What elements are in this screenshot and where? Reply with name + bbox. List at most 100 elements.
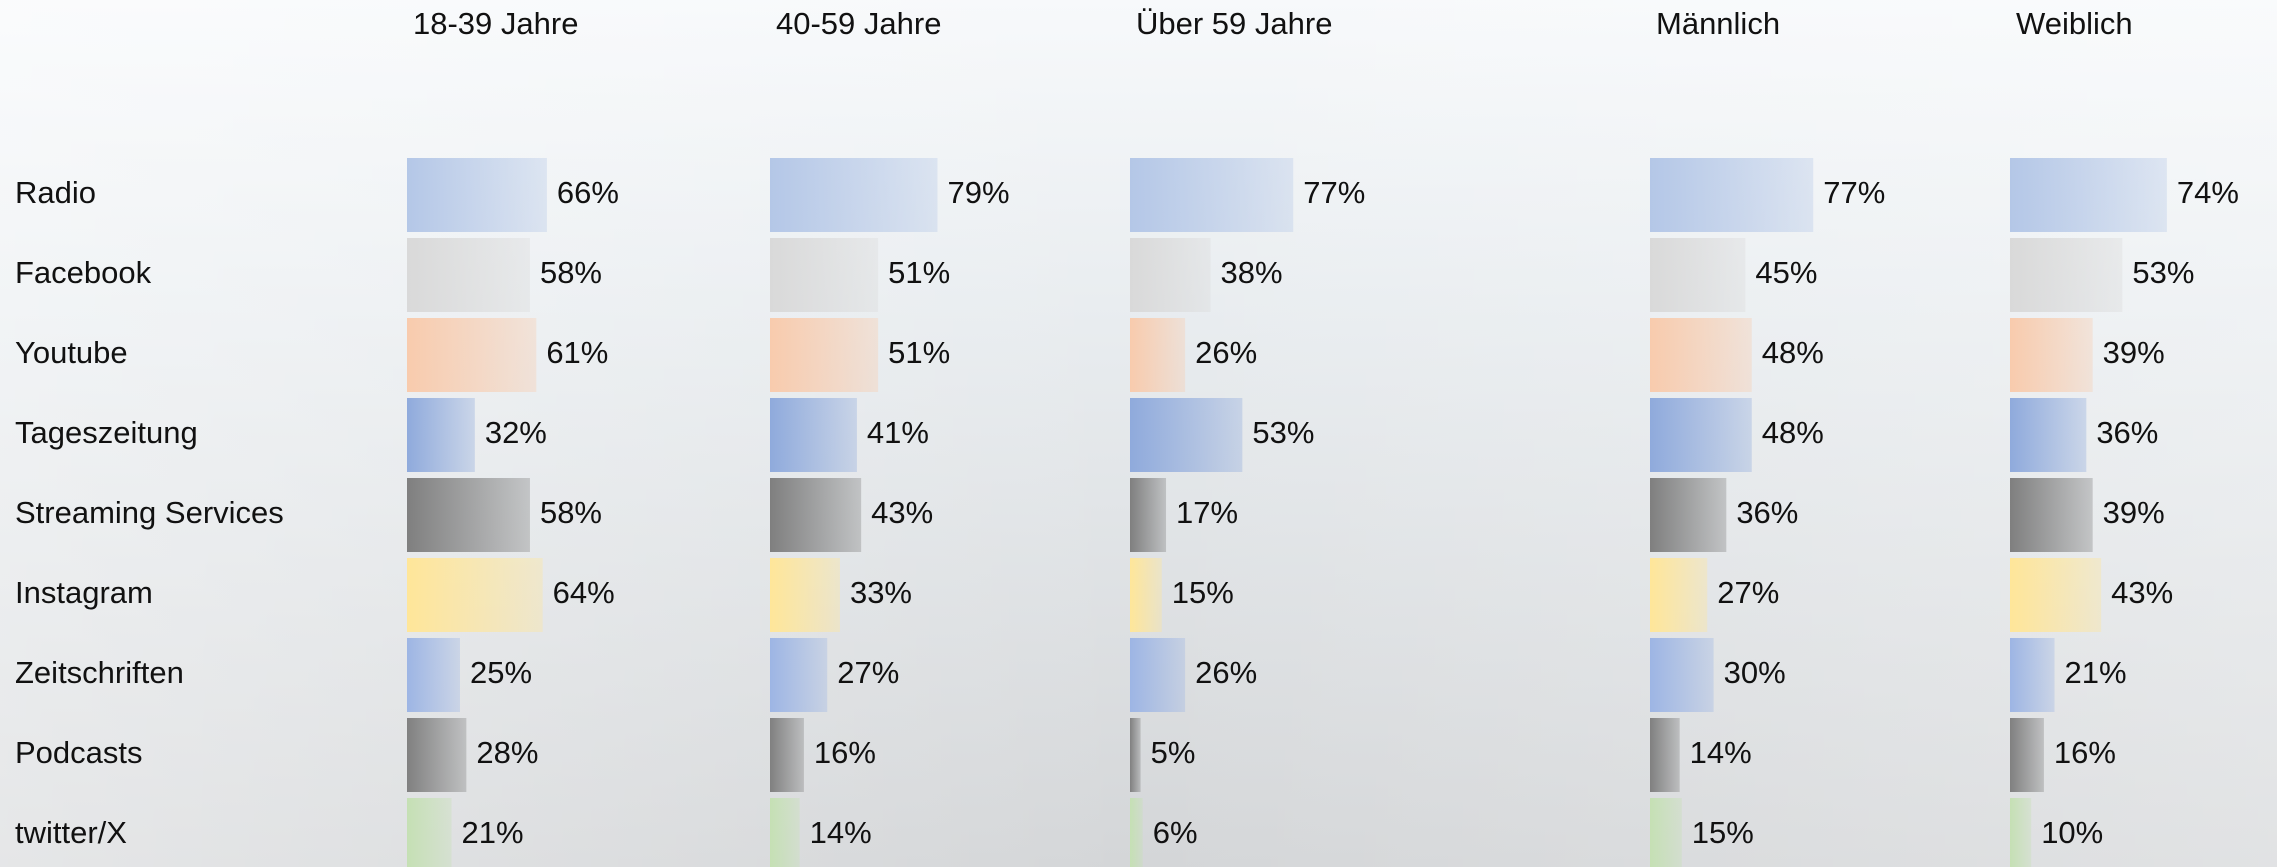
- bar: [407, 638, 460, 712]
- bar: [770, 798, 800, 867]
- value-label: 33%: [850, 575, 912, 610]
- column-title: Weiblich: [2016, 6, 2133, 41]
- value-label: 45%: [1755, 255, 1817, 290]
- column-title: Über 59 Jahre: [1136, 6, 1332, 41]
- value-label: 21%: [2065, 655, 2127, 690]
- category-label: Tageszeitung: [15, 415, 198, 450]
- value-label: 66%: [557, 175, 619, 210]
- bar: [770, 638, 827, 712]
- bar: [2010, 398, 2086, 472]
- value-label: 5%: [1151, 735, 1196, 770]
- value-label: 17%: [1176, 495, 1238, 530]
- value-label: 36%: [2096, 415, 2158, 450]
- value-label: 51%: [888, 335, 950, 370]
- bar: [1650, 398, 1752, 472]
- category-label: Instagram: [15, 575, 153, 610]
- category-label: Radio: [15, 175, 96, 210]
- value-label: 27%: [1717, 575, 1779, 610]
- category-label: Youtube: [15, 335, 128, 370]
- value-label: 74%: [2177, 175, 2239, 210]
- value-label: 30%: [1724, 655, 1786, 690]
- bar: [407, 478, 530, 552]
- value-label: 10%: [2041, 815, 2103, 850]
- bar: [407, 558, 543, 632]
- bar: [407, 398, 475, 472]
- value-label: 79%: [947, 175, 1009, 210]
- value-label: 15%: [1172, 575, 1234, 610]
- bar: [1130, 398, 1242, 472]
- bar: [407, 238, 530, 312]
- bar: [2010, 798, 2031, 867]
- value-label: 16%: [814, 735, 876, 770]
- bar: [2010, 158, 2167, 232]
- bar: [1650, 798, 1682, 867]
- category-label: Zeitschriften: [15, 655, 184, 690]
- value-label: 64%: [553, 575, 615, 610]
- bar: [1130, 158, 1293, 232]
- category-label: Podcasts: [15, 735, 143, 770]
- bar: [2010, 318, 2093, 392]
- value-label: 41%: [867, 415, 929, 450]
- bar: [1130, 238, 1211, 312]
- bar: [770, 558, 840, 632]
- value-label: 43%: [2111, 575, 2173, 610]
- bar: [2010, 238, 2122, 312]
- value-label: 36%: [1736, 495, 1798, 530]
- bar: [407, 158, 547, 232]
- bar: [1650, 158, 1813, 232]
- bar: [1650, 238, 1745, 312]
- column-title: Männlich: [1656, 6, 1780, 41]
- bar: [770, 318, 878, 392]
- bar: [1650, 558, 1707, 632]
- value-label: 21%: [462, 815, 524, 850]
- bar: [1130, 718, 1141, 792]
- value-label: 43%: [871, 495, 933, 530]
- bar: [1130, 638, 1185, 712]
- value-label: 14%: [810, 815, 872, 850]
- bar: [2010, 638, 2055, 712]
- value-label: 16%: [2054, 735, 2116, 770]
- value-label: 58%: [540, 495, 602, 530]
- bar: [1130, 478, 1166, 552]
- category-label: Facebook: [15, 255, 152, 290]
- bar: [1130, 558, 1162, 632]
- bar: [1650, 718, 1680, 792]
- category-label: twitter/X: [15, 815, 127, 850]
- bar: [770, 398, 857, 472]
- value-label: 6%: [1153, 815, 1198, 850]
- value-label: 32%: [485, 415, 547, 450]
- page: Radio Facebook Youtube Tageszeitung Streamin…: [0, 0, 2277, 867]
- value-label: 48%: [1762, 415, 1824, 450]
- value-label: 27%: [837, 655, 899, 690]
- bar: [1130, 318, 1185, 392]
- bar: [770, 238, 878, 312]
- value-label: 58%: [540, 255, 602, 290]
- column-title: 40-59 Jahre: [776, 6, 941, 41]
- bar: [1650, 638, 1714, 712]
- value-label: 14%: [1690, 735, 1752, 770]
- bar: [1130, 798, 1143, 867]
- bar: [770, 478, 861, 552]
- value-label: 53%: [1252, 415, 1314, 450]
- column-title: 18-39 Jahre: [413, 6, 578, 41]
- category-label: Streaming Services: [15, 495, 284, 530]
- value-label: 51%: [888, 255, 950, 290]
- value-label: 39%: [2103, 495, 2165, 530]
- bar: [407, 718, 466, 792]
- bar: [770, 158, 937, 232]
- value-label: 39%: [2103, 335, 2165, 370]
- value-label: 38%: [1221, 255, 1283, 290]
- bar: [2010, 558, 2101, 632]
- value-label: 26%: [1195, 335, 1257, 370]
- value-label: 26%: [1195, 655, 1257, 690]
- bar: [407, 798, 452, 867]
- bar: [2010, 718, 2044, 792]
- value-label: 77%: [1303, 175, 1365, 210]
- value-label: 77%: [1823, 175, 1885, 210]
- bar: [1650, 318, 1752, 392]
- bar: [1650, 478, 1726, 552]
- value-label: 53%: [2132, 255, 2194, 290]
- value-label: 25%: [470, 655, 532, 690]
- bar: [407, 318, 536, 392]
- chart: Radio Facebook Youtube Tageszeitung Streamin…: [0, 0, 2277, 867]
